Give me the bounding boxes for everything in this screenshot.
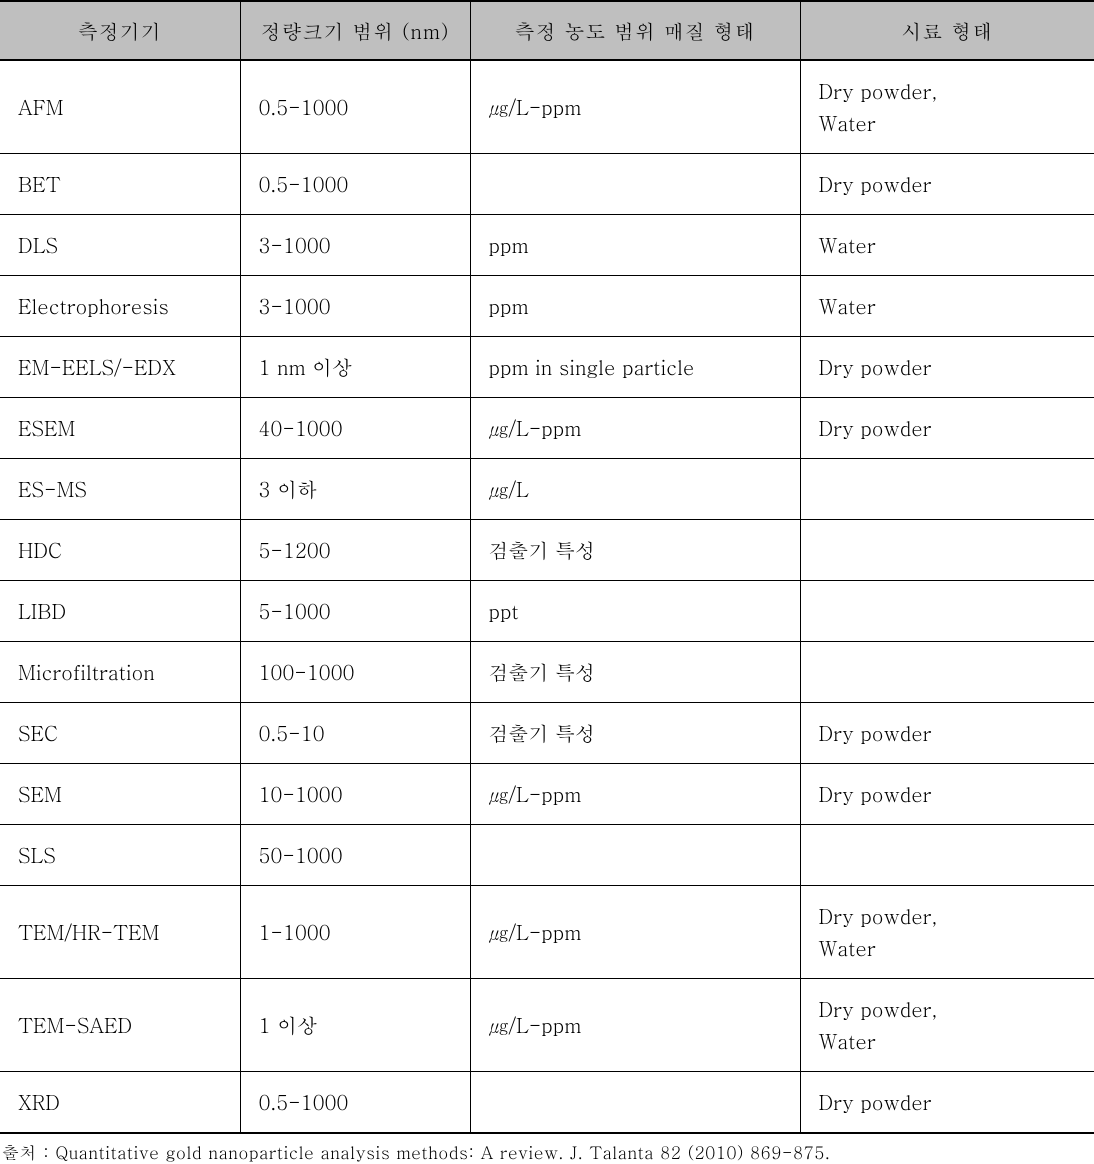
table-body: AFM0.5-1000㎍/L-ppmDry powder, WaterBET0.… — [0, 60, 1094, 1133]
table-row: EM-EELS/-EDX1 nm 이상ppm in single particl… — [0, 337, 1094, 398]
table-cell: 1 nm 이상 — [240, 337, 470, 398]
table-cell: 검출기 특성 — [470, 642, 800, 703]
table-cell: SEC — [0, 703, 240, 764]
table-row: TEM/HR-TEM1-1000㎍/L-ppmDry powder, Water — [0, 886, 1094, 979]
table-cell: 10-1000 — [240, 764, 470, 825]
table-row: HDC5-1200검출기 특성 — [0, 520, 1094, 581]
table-cell: ㎍/L — [470, 459, 800, 520]
table-row: TEM-SAED1 이상㎍/L-ppmDry powder, Water — [0, 979, 1094, 1072]
table-cell: ㎍/L-ppm — [470, 764, 800, 825]
table-cell: AFM — [0, 60, 240, 154]
table-row: SEM10-1000㎍/L-ppmDry powder — [0, 764, 1094, 825]
table-cell: Electrophoresis — [0, 276, 240, 337]
table-cell — [470, 154, 800, 215]
table-cell: Dry powder, Water — [800, 60, 1094, 154]
table-cell: ppm — [470, 215, 800, 276]
table-row: ESEM40-1000㎍/L-ppmDry powder — [0, 398, 1094, 459]
table-cell: Dry powder — [800, 703, 1094, 764]
table-cell: XRD — [0, 1072, 240, 1134]
table-cell: 40-1000 — [240, 398, 470, 459]
table-cell: 3-1000 — [240, 276, 470, 337]
table-cell: 0.5-1000 — [240, 60, 470, 154]
table-cell — [470, 1072, 800, 1134]
table-cell: Microfiltration — [0, 642, 240, 703]
table-row: XRD0.5-1000 Dry powder — [0, 1072, 1094, 1134]
table-cell: ㎍/L-ppm — [470, 398, 800, 459]
table-cell: ㎍/L-ppm — [470, 886, 800, 979]
table-cell: Dry powder, Water — [800, 886, 1094, 979]
table-cell: 0.5-1000 — [240, 154, 470, 215]
table-row: Electrophoresis3-1000ppmWater — [0, 276, 1094, 337]
table-cell: BET — [0, 154, 240, 215]
table-cell: EM-EELS/-EDX — [0, 337, 240, 398]
table-cell: 3-1000 — [240, 215, 470, 276]
table-row: LIBD5-1000ppt — [0, 581, 1094, 642]
table-cell: Dry powder — [800, 764, 1094, 825]
table-cell: Dry powder — [800, 398, 1094, 459]
table-cell: Dry powder — [800, 1072, 1094, 1134]
col-header-3: 시료 형태 — [800, 1, 1094, 60]
table-cell — [800, 642, 1094, 703]
table-cell: ESEM — [0, 398, 240, 459]
table-row: DLS3-1000ppmWater — [0, 215, 1094, 276]
table-row: SLS50-1000 — [0, 825, 1094, 886]
table-cell — [800, 520, 1094, 581]
table-cell: Dry powder — [800, 154, 1094, 215]
measurement-table: 측정기기정량크기 범위 (nm)측정 농도 범위 매질 형태시료 형태 AFM0… — [0, 0, 1094, 1134]
table-row: Microfiltration100-1000검출기 특성 — [0, 642, 1094, 703]
table-cell: 0.5-1000 — [240, 1072, 470, 1134]
table-cell — [470, 825, 800, 886]
table-cell: SLS — [0, 825, 240, 886]
col-header-1: 정량크기 범위 (nm) — [240, 1, 470, 60]
table-cell: 3 이하 — [240, 459, 470, 520]
table-header-row: 측정기기정량크기 범위 (nm)측정 농도 범위 매질 형태시료 형태 — [0, 1, 1094, 60]
table-cell: LIBD — [0, 581, 240, 642]
table-cell: Dry powder — [800, 337, 1094, 398]
table-row: SEC0.5-10검출기 특성Dry powder — [0, 703, 1094, 764]
col-header-2: 측정 농도 범위 매질 형태 — [470, 1, 800, 60]
table-cell: 5-1200 — [240, 520, 470, 581]
table-cell: 검출기 특성 — [470, 520, 800, 581]
table-cell: HDC — [0, 520, 240, 581]
table-cell: DLS — [0, 215, 240, 276]
table-container: 측정기기정량크기 범위 (nm)측정 농도 범위 매질 형태시료 형태 AFM0… — [0, 0, 1094, 1164]
table-cell: 0.5-10 — [240, 703, 470, 764]
table-cell: 1-1000 — [240, 886, 470, 979]
table-cell: ppm — [470, 276, 800, 337]
table-cell: ppm in single particle — [470, 337, 800, 398]
table-cell: 50-1000 — [240, 825, 470, 886]
table-cell: TEM-SAED — [0, 979, 240, 1072]
table-cell: Water — [800, 215, 1094, 276]
table-cell — [800, 581, 1094, 642]
table-row: ES-MS3 이하㎍/L — [0, 459, 1094, 520]
table-cell — [800, 825, 1094, 886]
table-row: AFM0.5-1000㎍/L-ppmDry powder, Water — [0, 60, 1094, 154]
table-cell: ㎍/L-ppm — [470, 979, 800, 1072]
table-cell: ppt — [470, 581, 800, 642]
table-cell: 100-1000 — [240, 642, 470, 703]
table-cell — [800, 459, 1094, 520]
table-cell: Water — [800, 276, 1094, 337]
table-cell: 5-1000 — [240, 581, 470, 642]
table-caption: 출처 : Quantitative gold nanoparticle anal… — [0, 1134, 1094, 1164]
table-cell: 1 이상 — [240, 979, 470, 1072]
table-cell: TEM/HR-TEM — [0, 886, 240, 979]
table-row: BET0.5-1000 Dry powder — [0, 154, 1094, 215]
col-header-0: 측정기기 — [0, 1, 240, 60]
table-cell: SEM — [0, 764, 240, 825]
table-cell: Dry powder, Water — [800, 979, 1094, 1072]
table-cell: ES-MS — [0, 459, 240, 520]
table-cell: 검출기 특성 — [470, 703, 800, 764]
table-cell: ㎍/L-ppm — [470, 60, 800, 154]
